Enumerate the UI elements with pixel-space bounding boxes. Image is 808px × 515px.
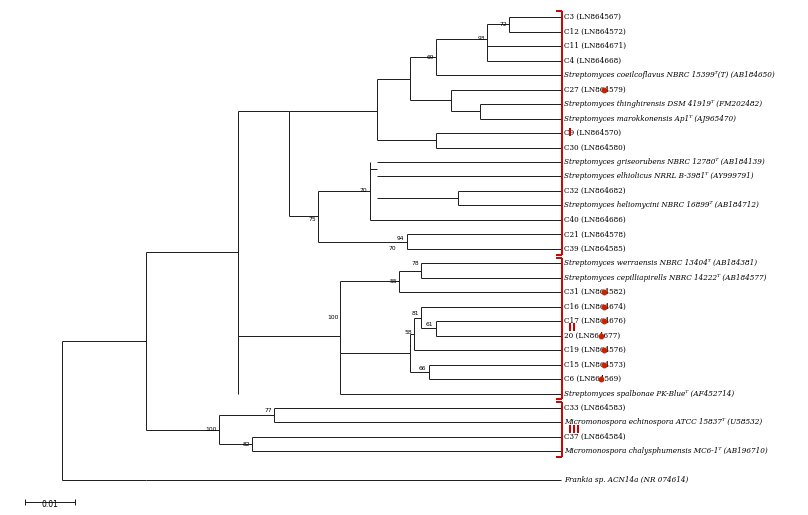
Text: Micromonospora chalysphumensis MC6-1ᵀ (AB196710): Micromonospora chalysphumensis MC6-1ᵀ (A… bbox=[564, 448, 768, 455]
Text: C19 (LN864576): C19 (LN864576) bbox=[564, 346, 625, 354]
Text: 70: 70 bbox=[360, 188, 368, 194]
Text: 58: 58 bbox=[404, 330, 412, 335]
Text: C33 (LN864583): C33 (LN864583) bbox=[564, 404, 625, 412]
Text: 72: 72 bbox=[499, 22, 507, 27]
Text: C12 (LN864572): C12 (LN864572) bbox=[564, 28, 625, 36]
Text: C16 (LN864674): C16 (LN864674) bbox=[564, 303, 625, 311]
Text: Streptomyces coeilcoflavus NBRC 15399ᵀ(T) (AB184650): Streptomyces coeilcoflavus NBRC 15399ᵀ(T… bbox=[564, 71, 774, 79]
Text: 20 (LN864677): 20 (LN864677) bbox=[564, 332, 620, 340]
Text: C32 (LN864682): C32 (LN864682) bbox=[564, 187, 625, 195]
Text: 69: 69 bbox=[427, 55, 434, 60]
Text: C4 (LN864668): C4 (LN864668) bbox=[564, 57, 621, 65]
Text: III: III bbox=[568, 425, 580, 435]
Text: 55: 55 bbox=[389, 279, 397, 284]
Text: C40 (LN864686): C40 (LN864686) bbox=[564, 216, 625, 224]
Text: Streptomyces heliomycini NBRC 16899ᵀ (AB184712): Streptomyces heliomycini NBRC 16899ᵀ (AB… bbox=[564, 201, 759, 210]
Text: Streptomyces cepilliapirells NBRC 14222ᵀ (AB184577): Streptomyces cepilliapirells NBRC 14222ᵀ… bbox=[564, 274, 766, 282]
Text: C17 (LN864676): C17 (LN864676) bbox=[564, 317, 625, 325]
Text: 94: 94 bbox=[397, 236, 404, 241]
Text: 78: 78 bbox=[411, 261, 419, 266]
Text: C27 (LN864579): C27 (LN864579) bbox=[564, 85, 625, 94]
Text: C21 (LN864578): C21 (LN864578) bbox=[564, 230, 625, 238]
Text: 70: 70 bbox=[389, 246, 396, 251]
Text: C39 (LN864585): C39 (LN864585) bbox=[564, 245, 625, 253]
Text: 66: 66 bbox=[419, 367, 427, 371]
Text: 77: 77 bbox=[264, 408, 272, 414]
Text: Streptomyces werraensis NBRC 13404ᵀ (AB184381): Streptomyces werraensis NBRC 13404ᵀ (AB1… bbox=[564, 259, 757, 267]
Text: Streptomyces marokkonensis Ap1ᵀ (AJ965470): Streptomyces marokkonensis Ap1ᵀ (AJ96547… bbox=[564, 114, 736, 123]
Text: 100: 100 bbox=[206, 427, 217, 432]
Text: C3 (LN864567): C3 (LN864567) bbox=[564, 13, 621, 21]
Text: C37 (LN864584): C37 (LN864584) bbox=[564, 433, 625, 441]
Text: Frankia sp. ACN14a (NR 074614): Frankia sp. ACN14a (NR 074614) bbox=[564, 476, 688, 485]
Text: C6 (LN864569): C6 (LN864569) bbox=[564, 375, 621, 383]
Text: Streptomyces thinghirensis DSM 41919ᵀ (FM202482): Streptomyces thinghirensis DSM 41919ᵀ (F… bbox=[564, 100, 762, 108]
Text: 61: 61 bbox=[426, 321, 434, 327]
Text: Micromonospora echinospora ATCC 15837ᵀ (U58532): Micromonospora echinospora ATCC 15837ᵀ (… bbox=[564, 419, 762, 426]
Text: 75: 75 bbox=[309, 217, 316, 222]
Text: II: II bbox=[568, 323, 576, 333]
Text: 82: 82 bbox=[242, 442, 250, 447]
Text: Streptomyces griseorubens NBRC 12780ᵀ (AB184139): Streptomyces griseorubens NBRC 12780ᵀ (A… bbox=[564, 158, 764, 166]
Text: C30 (LN864580): C30 (LN864580) bbox=[564, 144, 625, 151]
Text: C15 (LN864573): C15 (LN864573) bbox=[564, 360, 625, 369]
Text: C9 (LN864570): C9 (LN864570) bbox=[564, 129, 621, 137]
Text: C11 (LN864671): C11 (LN864671) bbox=[564, 42, 626, 50]
Text: 93: 93 bbox=[478, 37, 485, 42]
Text: 81: 81 bbox=[411, 312, 419, 316]
Text: 0.01: 0.01 bbox=[41, 500, 58, 509]
Text: Streptomyces elhiolicus NRRL B-3981ᵀ (AY999791): Streptomyces elhiolicus NRRL B-3981ᵀ (AY… bbox=[564, 173, 753, 180]
Text: I: I bbox=[568, 128, 572, 138]
Text: 100: 100 bbox=[327, 315, 339, 320]
Text: C31 (LN864582): C31 (LN864582) bbox=[564, 288, 625, 296]
Text: Streptomyces spalbonae PK-Blueᵀ (AF452714): Streptomyces spalbonae PK-Blueᵀ (AF45271… bbox=[564, 389, 734, 398]
